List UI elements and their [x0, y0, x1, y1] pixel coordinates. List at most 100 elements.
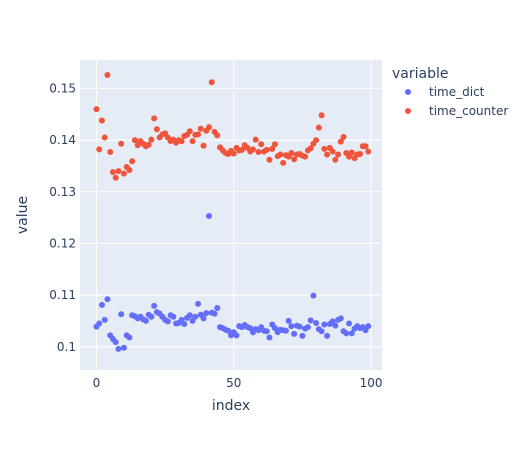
data-point[interactable] [285, 317, 292, 324]
data-point[interactable] [324, 332, 331, 339]
data-point[interactable] [120, 170, 127, 177]
data-point[interactable] [255, 148, 262, 155]
data-point[interactable] [129, 158, 136, 165]
data-point[interactable] [197, 125, 204, 132]
data-point[interactable] [304, 324, 311, 331]
data-point[interactable] [112, 339, 119, 346]
data-point[interactable] [148, 313, 155, 320]
data-point[interactable] [249, 146, 256, 153]
data-point[interactable] [186, 128, 193, 135]
data-point[interactable] [233, 332, 240, 339]
data-point[interactable] [280, 159, 287, 166]
data-point[interactable] [98, 301, 105, 308]
data-point[interactable] [112, 174, 119, 181]
data-point[interactable] [98, 117, 105, 124]
data-point[interactable] [195, 300, 202, 307]
data-point[interactable] [203, 310, 210, 317]
data-point[interactable] [214, 132, 221, 139]
data-point[interactable] [200, 142, 207, 149]
data-point[interactable] [307, 317, 314, 324]
data-point[interactable] [195, 131, 202, 138]
data-point[interactable] [357, 151, 364, 158]
legend[interactable]: variable time_dict time_counter [392, 66, 508, 118]
data-point[interactable] [299, 332, 306, 339]
data-point[interactable] [164, 318, 171, 325]
data-point[interactable] [181, 321, 188, 328]
data-point[interactable] [142, 317, 149, 324]
data-point[interactable] [252, 136, 259, 143]
data-point[interactable] [288, 150, 295, 156]
data-point[interactable] [313, 137, 320, 144]
data-point[interactable] [170, 313, 177, 320]
data-point[interactable] [96, 146, 103, 153]
data-point[interactable] [332, 322, 339, 329]
legend-item-time-dict[interactable]: time_dict [405, 85, 485, 99]
data-point[interactable] [118, 140, 125, 147]
data-point[interactable] [200, 315, 207, 322]
data-point[interactable] [118, 311, 125, 318]
data-point[interactable] [365, 148, 372, 155]
data-point[interactable] [337, 138, 344, 145]
data-point[interactable] [126, 334, 133, 341]
data-point[interactable] [343, 330, 350, 337]
data-point[interactable] [211, 310, 218, 317]
data-point[interactable] [153, 126, 160, 133]
data-point[interactable] [310, 292, 317, 299]
data-point[interactable] [131, 137, 138, 144]
data-point[interactable] [104, 71, 111, 78]
data-point[interactable] [318, 112, 325, 119]
data-point[interactable] [230, 150, 237, 157]
data-point[interactable] [307, 145, 314, 152]
data-point[interactable] [104, 296, 111, 303]
data-point[interactable] [288, 323, 295, 330]
data-point[interactable] [151, 302, 158, 309]
data-point[interactable] [302, 153, 309, 160]
data-point[interactable] [93, 106, 100, 113]
data-point[interactable] [269, 145, 276, 152]
data-point[interactable] [315, 124, 322, 131]
data-point[interactable] [291, 156, 298, 163]
data-point[interactable] [362, 143, 369, 150]
data-point[interactable] [225, 327, 232, 334]
data-point[interactable] [120, 344, 127, 351]
data-point[interactable] [335, 151, 342, 158]
data-point[interactable] [186, 312, 193, 319]
data-point[interactable] [109, 169, 116, 176]
data-point[interactable] [206, 124, 213, 131]
data-point[interactable] [107, 148, 114, 155]
data-point[interactable] [282, 327, 289, 334]
legend-item-time-counter[interactable]: time_counter [405, 104, 508, 118]
data-point[interactable] [115, 168, 122, 175]
data-point[interactable] [348, 149, 355, 156]
data-point[interactable] [258, 141, 265, 148]
data-point[interactable] [214, 305, 221, 311]
data-point[interactable] [206, 213, 213, 220]
data-point[interactable] [208, 79, 215, 86]
data-point[interactable] [346, 320, 353, 327]
data-point[interactable] [266, 334, 273, 341]
data-point[interactable] [313, 319, 320, 326]
data-point[interactable] [126, 167, 133, 174]
data-point[interactable] [263, 328, 270, 335]
data-point[interactable] [266, 156, 273, 163]
data-point[interactable] [321, 321, 328, 328]
data-point[interactable] [189, 138, 196, 145]
data-point[interactable] [96, 320, 103, 327]
data-point[interactable] [291, 330, 298, 337]
data-point[interactable] [178, 138, 185, 145]
data-point[interactable] [337, 315, 344, 322]
data-point[interactable] [151, 115, 158, 122]
data-point[interactable] [101, 316, 108, 323]
data-point[interactable] [277, 151, 284, 158]
data-point[interactable] [271, 141, 278, 148]
data-point[interactable] [238, 146, 245, 153]
data-point[interactable] [324, 151, 331, 158]
data-point[interactable] [329, 148, 336, 155]
data-point[interactable] [296, 323, 303, 330]
data-point[interactable] [332, 156, 339, 163]
data-point[interactable] [115, 345, 122, 352]
data-point[interactable] [318, 328, 325, 335]
data-point[interactable] [321, 145, 328, 152]
data-point[interactable] [340, 133, 347, 140]
data-point[interactable] [263, 146, 270, 153]
